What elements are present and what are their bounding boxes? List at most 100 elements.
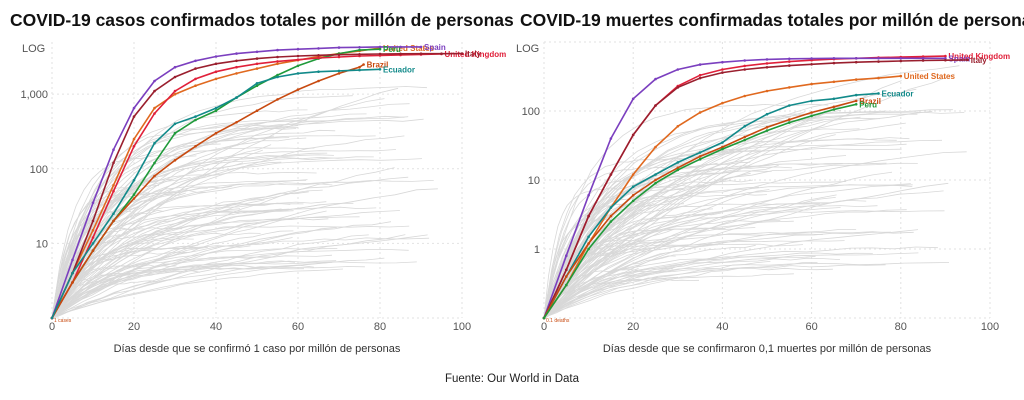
data-point <box>721 68 724 71</box>
x-tick-label: 100 <box>981 321 999 333</box>
data-point <box>132 137 136 141</box>
data-point <box>721 145 724 149</box>
data-point <box>71 271 74 275</box>
data-point <box>832 57 836 60</box>
data-point <box>337 46 341 49</box>
background-line <box>543 233 823 319</box>
series-label: United States <box>904 72 956 81</box>
series-line-ecuador <box>543 92 879 319</box>
series-label: Spain <box>948 54 970 63</box>
data-point <box>631 199 635 203</box>
background-line <box>543 109 953 318</box>
data-point <box>743 94 746 98</box>
data-point <box>173 92 177 96</box>
data-point <box>743 68 746 71</box>
data-point <box>810 57 813 60</box>
data-point <box>378 68 382 71</box>
background-line <box>543 184 913 320</box>
data-point <box>698 76 702 80</box>
data-point <box>296 64 300 68</box>
background-line <box>51 156 374 320</box>
data-point <box>899 74 903 78</box>
data-point <box>194 59 197 63</box>
data-point <box>631 97 635 101</box>
data-point <box>173 122 177 126</box>
data-point <box>255 67 259 70</box>
background-line <box>51 190 206 320</box>
data-point <box>132 145 136 148</box>
background-line <box>51 237 293 318</box>
data-point <box>132 197 136 200</box>
y-tick-label: 1 <box>534 244 540 256</box>
data-point <box>788 86 791 89</box>
background-line <box>543 73 955 318</box>
data-point <box>810 111 813 114</box>
data-point <box>153 89 156 93</box>
background-line <box>51 227 337 318</box>
data-point <box>743 135 746 139</box>
data-point <box>854 57 858 60</box>
background-line <box>543 149 761 318</box>
series-label: Ecuador <box>383 65 415 74</box>
background-line <box>543 165 702 319</box>
data-point <box>765 66 769 69</box>
data-point <box>587 214 590 218</box>
data-point <box>235 52 238 55</box>
background-line <box>51 176 409 318</box>
data-point <box>765 62 769 65</box>
data-point <box>788 57 791 61</box>
data-point <box>173 65 177 69</box>
series-label: Ecuador <box>882 89 914 98</box>
background-line <box>51 251 188 318</box>
data-point <box>877 92 880 95</box>
data-point <box>235 72 238 75</box>
y-tick-label: 10 <box>528 175 540 187</box>
background-line <box>543 189 686 318</box>
data-point <box>743 125 746 128</box>
data-point <box>631 194 635 197</box>
background-line <box>51 192 154 318</box>
chart-panel-deaths: COVID-19 muertes confirmadas totales por… <box>512 0 1024 370</box>
data-point <box>721 60 724 64</box>
data-point <box>877 57 880 60</box>
data-point <box>676 68 680 71</box>
background-line <box>543 172 751 318</box>
data-point <box>91 236 95 239</box>
background-line <box>543 65 960 318</box>
background-line <box>543 190 944 319</box>
background-line <box>543 231 914 319</box>
data-point <box>944 57 947 60</box>
data-point <box>173 89 177 93</box>
series-label: Brazil <box>859 97 881 106</box>
data-point <box>921 59 925 62</box>
background-line <box>51 245 185 318</box>
background-line <box>51 230 294 319</box>
series-label: Italy <box>971 56 988 65</box>
data-point <box>419 52 423 55</box>
data-point <box>609 220 613 223</box>
background-line <box>543 137 910 320</box>
data-point <box>214 131 218 135</box>
data-point <box>854 99 858 103</box>
data-point <box>358 68 361 72</box>
background-line <box>51 103 410 320</box>
background-line <box>543 111 965 318</box>
x-axis-label: Días desde que se confirmó 1 caso por mi… <box>114 343 401 355</box>
data-point <box>854 93 858 97</box>
data-point <box>112 184 115 187</box>
data-point <box>194 115 197 118</box>
data-point <box>698 63 702 66</box>
data-point <box>832 97 836 101</box>
data-point <box>214 106 218 110</box>
data-point <box>235 96 238 99</box>
data-point <box>112 212 115 215</box>
data-point <box>788 104 791 107</box>
data-point <box>899 57 903 60</box>
data-point <box>337 69 341 73</box>
data-point <box>276 75 279 79</box>
data-point <box>214 77 218 81</box>
background-line <box>543 199 867 320</box>
data-point <box>91 219 95 223</box>
data-point <box>854 103 858 106</box>
